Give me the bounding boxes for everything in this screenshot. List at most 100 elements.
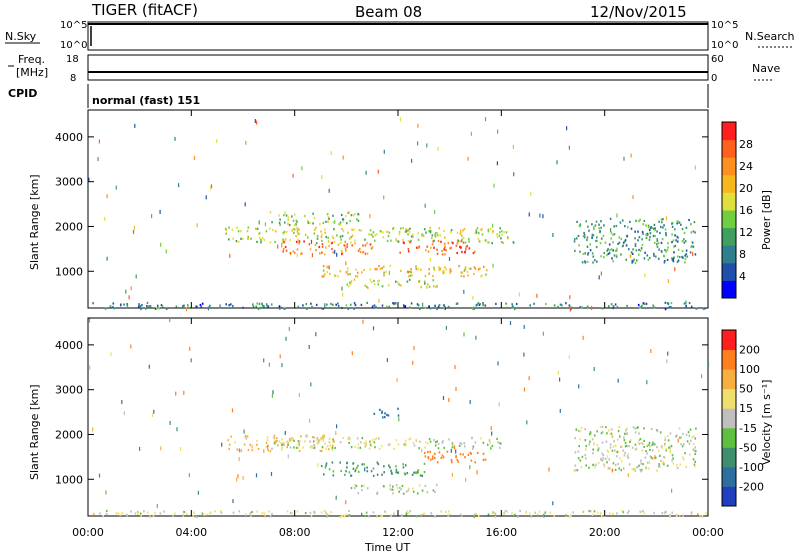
data-cell [646, 461, 649, 464]
data-cell [467, 453, 470, 456]
data-cell [356, 275, 359, 278]
data-cell [283, 230, 286, 233]
noise-cell [238, 448, 241, 453]
data-cell [327, 266, 330, 269]
noise-cell [568, 145, 570, 150]
data-cell [694, 449, 697, 453]
data-cell [140, 515, 142, 518]
data-cell [651, 457, 654, 460]
noise-cell [552, 233, 554, 237]
data-cell [343, 244, 346, 247]
data-cell [649, 455, 652, 458]
data-cell [439, 234, 441, 237]
data-cell [656, 230, 658, 233]
data-cell [349, 281, 351, 284]
colorbar-tick-label: -15 [739, 422, 757, 435]
data-cell [611, 434, 614, 437]
data-cell [347, 231, 349, 234]
data-cell [261, 304, 264, 307]
data-cell [643, 445, 645, 448]
data-cell [389, 443, 391, 446]
data-cell [448, 438, 450, 441]
data-cell [667, 246, 669, 249]
data-cell [433, 285, 435, 288]
data-cell [466, 245, 468, 248]
data-cell [629, 440, 631, 443]
noise-cell [110, 352, 112, 357]
data-cell [647, 258, 650, 261]
noise-cell [569, 295, 571, 300]
data-cell [104, 307, 107, 310]
data-cell [648, 443, 650, 446]
data-cell [297, 228, 299, 231]
data-cell [345, 249, 347, 252]
data-cell [557, 305, 559, 308]
data-cell [139, 304, 142, 308]
data-cell [273, 434, 276, 437]
data-cell [468, 240, 470, 243]
data-cell [472, 447, 474, 450]
data-cell [481, 274, 483, 277]
data-cell [395, 468, 398, 471]
data-cell [674, 234, 676, 237]
data-cell [449, 231, 452, 234]
data-cell [383, 274, 385, 277]
data-cell [483, 265, 485, 268]
noise-cell [463, 332, 465, 337]
data-cell [227, 439, 230, 442]
data-cell [294, 251, 296, 254]
noise-cell [196, 223, 198, 228]
data-cell [572, 511, 574, 514]
data-cell [591, 223, 593, 226]
data-cell [464, 266, 467, 269]
data-cell [661, 221, 663, 224]
noise-cell [569, 307, 571, 312]
data-cell [605, 426, 607, 429]
data-cell [402, 238, 404, 241]
data-cell [419, 440, 421, 443]
data-cell [266, 305, 269, 308]
data-cell [238, 510, 241, 513]
data-cell [354, 445, 356, 448]
data-cell [348, 237, 351, 240]
data-cell [626, 432, 628, 436]
data-cell [500, 241, 503, 244]
data-cell [649, 232, 652, 235]
data-cell [326, 271, 328, 274]
noise-cell [694, 165, 696, 170]
data-cell [465, 248, 467, 251]
data-cell [370, 470, 373, 473]
noise-cell [523, 387, 526, 392]
data-cell [603, 224, 605, 227]
data-cell [406, 472, 409, 475]
data-cell [592, 234, 595, 237]
data-cell [344, 215, 347, 218]
data-cell [638, 439, 641, 442]
data-cell [415, 265, 417, 268]
data-cell [438, 304, 441, 307]
data-cell [126, 304, 129, 307]
data-cell [385, 270, 387, 273]
data-cell [300, 252, 303, 255]
noise-cell [148, 364, 150, 369]
data-cell [363, 268, 365, 272]
data-cell [232, 237, 234, 240]
data-cell [584, 428, 586, 431]
noise-cell [335, 495, 337, 500]
noise-cell [229, 253, 231, 258]
data-cell [325, 464, 327, 467]
data-cell [424, 306, 427, 309]
data-cell [298, 242, 300, 245]
data-cell [409, 227, 411, 230]
data-cell [259, 306, 262, 310]
nave-tick-bottom: 0 [711, 73, 717, 84]
data-cell [680, 223, 682, 226]
data-cell [484, 458, 487, 461]
data-cell [619, 221, 622, 224]
data-cell [699, 515, 701, 518]
data-cell [597, 461, 600, 465]
noise-cell [388, 270, 390, 275]
noise-cell [455, 449, 457, 454]
data-cell [246, 230, 249, 233]
data-cell [123, 303, 125, 306]
